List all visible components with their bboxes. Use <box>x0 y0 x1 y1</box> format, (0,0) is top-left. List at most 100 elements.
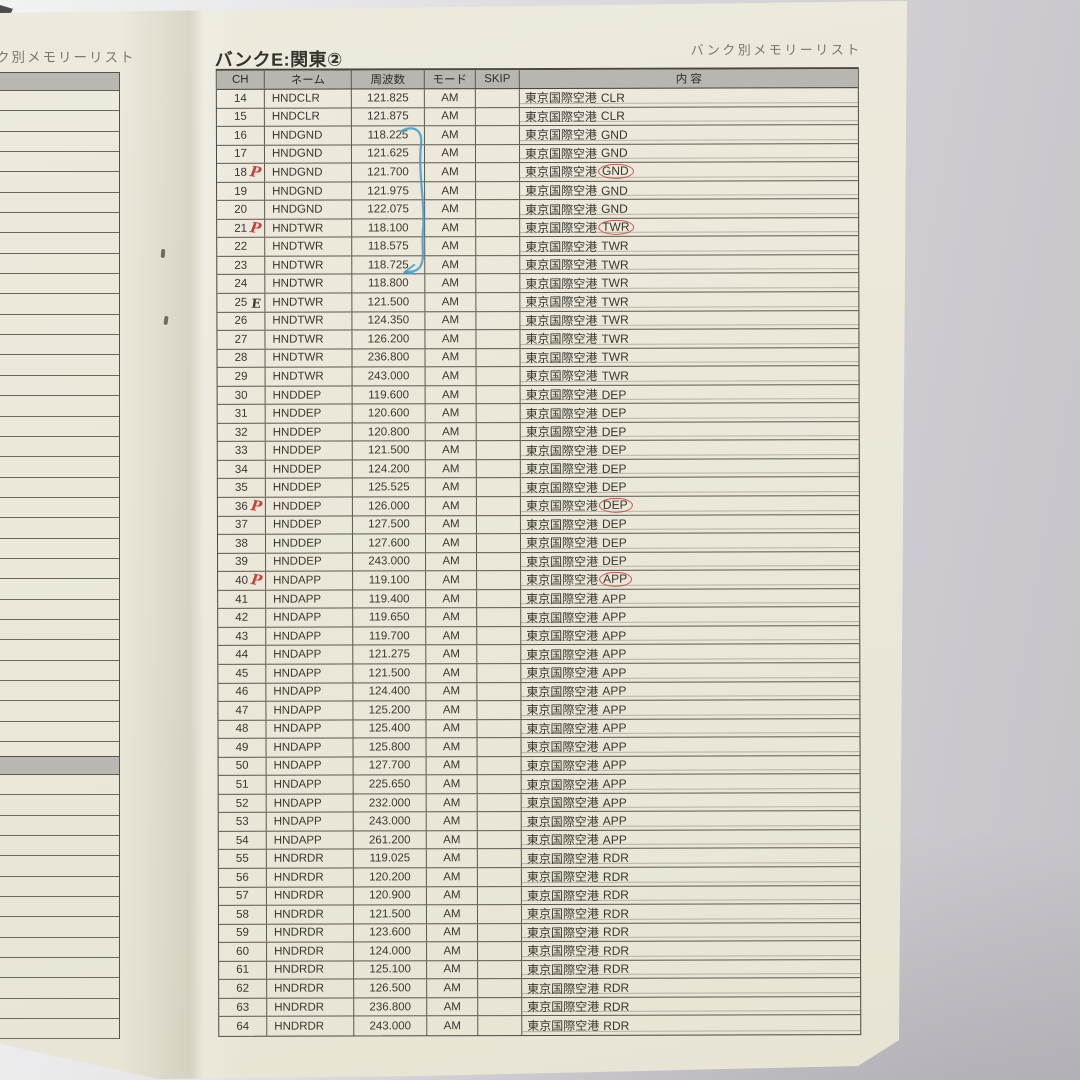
cell-content: 東京国際空港 DEP <box>521 478 859 496</box>
table-body: 14 HNDCLR 121.825 AM 東京国際空港 CLR 15 HNDCLR… <box>216 88 861 1036</box>
cell-name: HNDAPP <box>266 738 354 757</box>
cell-name: HNDAPP <box>266 701 354 720</box>
cell-skip <box>477 905 523 923</box>
cell-mode: AM <box>425 163 477 182</box>
table-row: 18 P HNDGND 121.700 AM 東京国際空港 GND <box>217 162 859 183</box>
cell-ch: 36 P <box>217 497 266 516</box>
cell-ch: 62 <box>219 979 268 998</box>
left-page-empty-row <box>0 661 119 681</box>
cell-name: HNDDEP <box>265 404 353 423</box>
cell-ch: 29 <box>217 367 266 386</box>
table-row: 54 HNDAPP 261.200 AM 東京国際空港 APP <box>218 830 860 851</box>
cell-frequency: 121.875 <box>351 107 425 126</box>
cell-mode: AM <box>425 367 477 386</box>
table-row: 56 HNDRDR 120.200 AM 東京国際空港 RDR <box>218 867 860 888</box>
cell-ch: 41 <box>218 590 267 609</box>
cell-frequency: 121.625 <box>351 144 426 163</box>
table-row: 26 HNDTWR 124.350 AM 東京国際空港 TWR <box>217 310 859 331</box>
cell-frequency: 123.600 <box>354 923 428 942</box>
content-suffix: APP <box>602 684 627 699</box>
left-page-empty-row <box>0 498 119 519</box>
table-row: 44 HNDAPP 121.275 AM 東京国際空港 APP <box>218 644 860 665</box>
cell-name: HNDAPP <box>266 645 354 664</box>
cell-name: HNDDEP <box>265 386 353 405</box>
cell-content: 東京国際空港 TWR <box>521 366 859 384</box>
cell-skip <box>476 534 522 552</box>
left-page-empty-row <box>0 938 119 959</box>
cell-mode: AM <box>425 256 477 274</box>
cell-content: 東京国際空港 CLR <box>520 107 858 125</box>
content-suffix: CLR <box>600 90 625 105</box>
table-row: 24 HNDTWR 118.800 AM 東京国際空港 TWR <box>217 273 859 294</box>
cell-content: 東京国際空港 TWR <box>520 237 858 255</box>
cell-ch: 63 <box>219 998 268 1017</box>
cell-ch: 43 <box>218 627 267 646</box>
content-suffix: RDR <box>603 943 630 958</box>
cell-content: 東京国際空港 APP <box>521 663 859 681</box>
content-suffix: TWR <box>601 238 629 253</box>
cell-frequency: 120.800 <box>352 423 426 441</box>
cell-skip <box>478 997 523 1016</box>
left-page-empty-row <box>0 396 119 417</box>
content-suffix: APP <box>602 591 627 606</box>
handwritten-mark: P <box>249 218 263 238</box>
cell-content: 東京国際空港 DEP <box>521 552 859 570</box>
cell-name: HNDTWR <box>265 367 353 386</box>
cell-ch: 18 P <box>217 163 266 182</box>
cell-frequency: 125.400 <box>353 719 427 738</box>
cell-frequency: 243.000 <box>354 1016 428 1036</box>
cell-content: 東京国際空港 APP <box>521 682 859 700</box>
cell-ch: 46 <box>218 683 267 701</box>
table-row: 39 HNDDEP 243.000 AM 東京国際空港 DEP <box>218 551 860 573</box>
content-suffix: TWR <box>601 313 629 328</box>
cell-frequency: 118.725 <box>352 256 426 274</box>
cell-mode: AM <box>426 756 478 775</box>
content-suffix: TWR <box>601 368 629 383</box>
cell-name: HNDAPP <box>266 812 354 831</box>
cell-content: 東京国際空港 RDR <box>522 923 860 941</box>
cell-ch: 50 <box>218 757 267 776</box>
cell-name: HNDAPP <box>266 627 354 646</box>
cell-frequency: 120.900 <box>353 886 427 905</box>
cell-skip <box>478 979 523 997</box>
cell-ch: 51 <box>218 775 267 794</box>
table-row: 38 HNDDEP 127.600 AM 東京国際空港 DEP <box>217 533 860 554</box>
cell-name: HNDTWR <box>265 293 353 312</box>
left-page-empty-row <box>0 355 119 376</box>
cell-skip <box>477 886 522 905</box>
left-page-empty-row <box>0 897 119 918</box>
cell-skip <box>475 144 521 163</box>
cell-skip <box>475 126 520 144</box>
cell-skip <box>477 793 522 812</box>
cell-frequency: 119.600 <box>352 386 426 404</box>
left-page-empty-row <box>0 417 119 437</box>
content-suffix: RDR <box>603 1018 630 1033</box>
cell-name: HNDRDR <box>266 887 354 905</box>
table-row: 55 HNDRDR 119.025 AM 東京国際空港 RDR <box>218 848 860 869</box>
cell-frequency: 119.400 <box>353 590 427 608</box>
cell-skip <box>476 441 521 460</box>
cell-skip <box>477 756 522 775</box>
cell-skip <box>477 645 522 664</box>
cell-mode: AM <box>426 571 478 590</box>
cell-mode: AM <box>425 478 477 497</box>
content-suffix: TWR <box>598 219 635 235</box>
left-page-empty-row <box>0 152 119 173</box>
handwritten-mark: P <box>250 571 264 590</box>
cell-frequency: 127.500 <box>352 515 426 534</box>
content-suffix: APP <box>602 702 627 717</box>
table-row: 29 HNDTWR 243.000 AM 東京国際空港 TWR <box>217 366 859 387</box>
cell-mode: AM <box>427 979 479 998</box>
handwritten-mark: P <box>249 497 264 516</box>
cell-content: 東京国際空港 DEP <box>521 459 859 477</box>
table-row: 20 HNDGND 122.075 AM 東京国際空港 GND <box>217 199 859 220</box>
cell-content: 東京国際空港 APP <box>522 737 860 755</box>
content-suffix: APP <box>602 739 627 754</box>
table-row: 30 HNDDEP 119.600 AM 東京国際空港 DEP <box>217 384 859 406</box>
cell-frequency: 119.025 <box>353 849 427 868</box>
cell-frequency: 125.100 <box>354 961 428 979</box>
table-row: 59 HNDRDR 123.600 AM 東京国際空港 RDR <box>219 922 861 944</box>
cell-content: 東京国際空港 APP <box>522 793 860 811</box>
table-row: 46 HNDAPP 124.400 AM 東京国際空港 APP <box>218 681 860 702</box>
